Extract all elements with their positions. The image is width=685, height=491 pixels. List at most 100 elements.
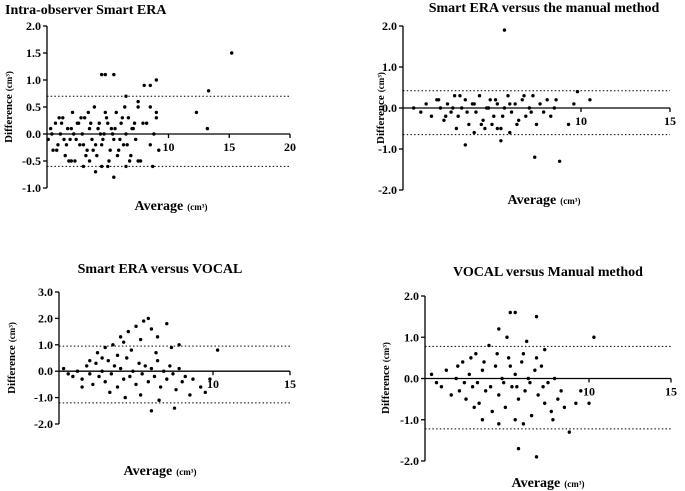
data-point [191, 377, 195, 381]
data-point [61, 116, 65, 120]
data-point [112, 137, 116, 142]
data-point [479, 122, 484, 127]
data-point [449, 393, 453, 397]
data-point [515, 122, 519, 127]
data-point [149, 327, 154, 331]
data-point [115, 353, 120, 358]
data-point [123, 395, 127, 400]
data-point [108, 148, 112, 152]
y-tick-label: -2.0 [378, 183, 397, 197]
y-axis-label-text: Difference [3, 94, 15, 143]
data-point [73, 159, 77, 163]
data-point [57, 116, 61, 120]
data-point [103, 345, 107, 350]
data-point [456, 364, 460, 368]
data-point [508, 102, 512, 106]
data-point [155, 358, 160, 363]
data-point [533, 155, 537, 159]
data-point [70, 110, 75, 115]
data-point [127, 159, 132, 163]
x-axis-label: Average (cm³) [124, 464, 197, 479]
data-point [112, 72, 116, 77]
data-point [557, 159, 562, 163]
x-axis-label-text: Average [508, 193, 557, 208]
data-point [483, 126, 487, 131]
data-point [142, 319, 146, 323]
data-point [102, 132, 106, 136]
data-point [445, 102, 450, 106]
data-point [495, 126, 500, 131]
y-tick-label: -1.0 [34, 391, 53, 405]
data-point [174, 387, 178, 392]
data-point [91, 382, 95, 387]
x-axis-unit: (cm³) [560, 196, 580, 206]
x-axis-label-text: Average [135, 199, 184, 214]
data-point [205, 126, 210, 131]
data-point [112, 175, 116, 179]
y-tick-label: 1.0 [382, 60, 397, 74]
data-point [103, 110, 108, 115]
data-point [93, 143, 98, 147]
data-point [148, 83, 152, 88]
data-point [86, 110, 91, 115]
data-point [152, 132, 156, 136]
data-point [513, 418, 517, 422]
data-point [439, 385, 444, 389]
data-point [472, 102, 476, 106]
data-point [497, 393, 501, 397]
data-point [510, 385, 514, 389]
data-point [140, 372, 144, 376]
data-point [110, 132, 115, 136]
data-point [51, 148, 55, 152]
data-point [80, 377, 84, 381]
y-tick-label: 1.0 [26, 73, 41, 87]
data-point [482, 360, 486, 364]
data-point [124, 94, 128, 98]
data-point [120, 116, 125, 120]
x-axis-unit: (cm³) [176, 467, 196, 477]
data-point [124, 132, 128, 136]
data-point [464, 397, 468, 401]
data-point [126, 329, 130, 334]
data-point [108, 390, 112, 395]
data-point [53, 121, 58, 125]
data-point [101, 137, 105, 142]
data-point [454, 126, 459, 131]
data-point [121, 143, 126, 147]
data-point [562, 405, 567, 410]
data-point [76, 121, 81, 125]
data-point [96, 126, 100, 131]
data-point [56, 143, 60, 147]
data-point [64, 143, 69, 147]
data-point [58, 132, 63, 136]
data-point [75, 369, 80, 373]
data-point [81, 164, 86, 169]
data-point [148, 105, 152, 109]
data-point [80, 385, 84, 389]
data-point [534, 356, 539, 360]
y-tick-label: 2.0 [404, 289, 419, 303]
data-point [543, 401, 547, 405]
data-point [527, 106, 532, 110]
y-axis-unit: (cm³) [381, 342, 391, 362]
data-point [524, 114, 528, 118]
data-point [148, 143, 152, 147]
chart-title: Smart ERA versus the manual method [429, 1, 660, 16]
data-point [132, 121, 137, 125]
data-point [559, 389, 563, 393]
data-point [88, 372, 92, 376]
data-point [154, 116, 159, 120]
data-point [162, 369, 166, 373]
x-tick-label: 10 [163, 140, 175, 154]
chart-panel-smart-era-vs-manual: Smart ERA versus the manual method 2.0 1.0… [375, 1, 676, 208]
data-point [129, 153, 133, 158]
y-tick-label: 2.0 [26, 19, 41, 33]
data-point [536, 393, 540, 397]
data-point [95, 351, 100, 355]
data-point [85, 148, 89, 152]
data-point [103, 380, 107, 384]
data-point [142, 83, 146, 88]
chart-panel-vocal-vs-manual: VOCAL versus Manual method 2.0 1.0 0.0 -1.0 -… [380, 265, 677, 491]
data-point [499, 139, 503, 143]
